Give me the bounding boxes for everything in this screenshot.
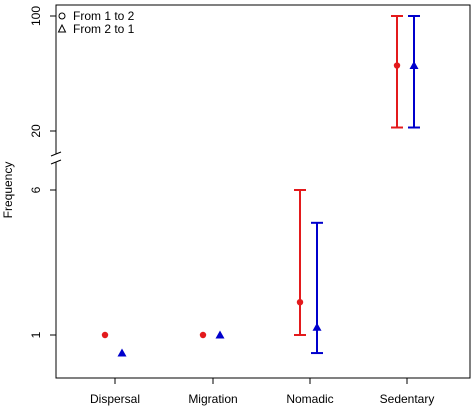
legend-triangle-icon [57, 23, 67, 33]
xtick-label-sedentary: Sedentary [380, 392, 435, 406]
point-series-1-migration [199, 331, 207, 339]
point-series-2-migration [215, 330, 225, 339]
data-marks [101, 15, 420, 357]
ytick-label-6: 6 [29, 186, 43, 193]
legend-label-series-1: From 1 to 2 [73, 9, 135, 23]
legend-circle-icon [58, 12, 66, 20]
point-series-1-nomadic [296, 298, 304, 306]
point-series-2-nomadic [312, 322, 322, 331]
ytick-label-20: 20 [29, 124, 43, 138]
point-series-1-sedentary [393, 62, 401, 69]
point-series-1-dispersal [101, 331, 109, 339]
legend-label-series-2: From 2 to 1 [73, 22, 135, 36]
point-series-2-dispersal [117, 348, 127, 357]
point-series-2-sedentary [409, 61, 419, 70]
xtick-label-nomadic: Nomadic [286, 392, 333, 406]
xtick-label-migration: Migration [188, 392, 237, 406]
ytick-label-1: 1 [29, 331, 43, 338]
legend: From 1 to 2 From 2 to 1 [57, 9, 135, 36]
ytick-label-100: 100 [29, 6, 43, 26]
axis-break-mark [50, 151, 62, 165]
xtick-label-dispersal: Dispersal [90, 392, 140, 406]
plot-frame [55, 4, 471, 379]
y-axis-title: Frequency [1, 162, 15, 219]
